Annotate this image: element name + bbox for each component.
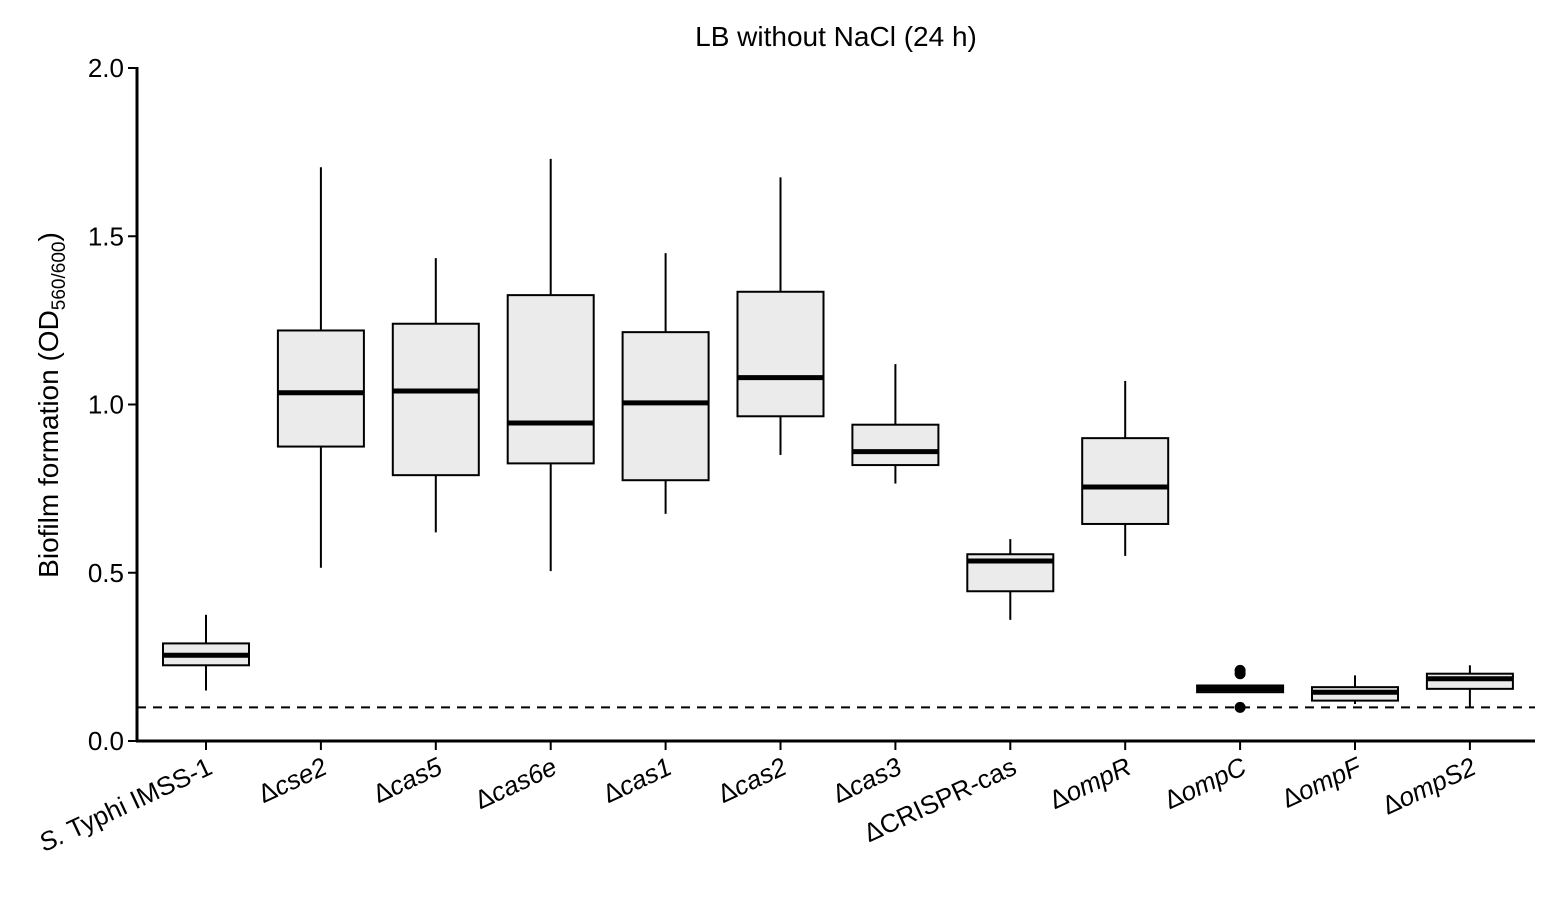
box-iqr [1425, 672, 1514, 690]
x-tick-label-suffix: Typhi IMSS-1 [56, 751, 216, 847]
x-tick-label: ΔompS2 [1377, 751, 1481, 821]
box-group [162, 614, 250, 691]
box-iqr [621, 331, 710, 482]
box-iqr [736, 290, 825, 418]
y-axis-label-main: Biofilm formation (OD [33, 310, 64, 578]
x-tick-label: Δcas1 [598, 751, 676, 809]
box-iqr [1081, 437, 1170, 525]
y-axis: 0.0 0.5 1.0 1.5 2.0 [88, 53, 139, 756]
box-group [506, 158, 595, 572]
chart-title: LB without NaCl (24 h) [695, 21, 977, 52]
box-group [1311, 675, 1399, 704]
x-axis: S. Typhi IMSS-1 Δcse2 Δcas5 Δcas6e Δcas1 Δcas… [34, 739, 1535, 858]
outlier-point [1234, 701, 1246, 713]
box-group [1081, 380, 1170, 556]
y-axis-label-subscript: 560/600 [49, 242, 70, 311]
y-tick-label: 0.5 [88, 558, 124, 588]
box-iqr [851, 423, 940, 467]
x-tick-label: Δcas6e [470, 751, 561, 815]
y-tick-label: 1.0 [88, 390, 124, 420]
box-group [966, 539, 1055, 620]
x-tick-label-name: ompC [1175, 751, 1251, 808]
x-tick-label: Δcse2 [253, 751, 332, 809]
box-iqr [276, 329, 365, 448]
x-tick-label-name: ompS2 [1393, 751, 1481, 813]
x-tick-label-name: cas3 [843, 751, 906, 802]
box-group [851, 364, 940, 484]
y-axis-label-close: ) [33, 232, 64, 241]
x-tick-label: ΔompR [1044, 751, 1135, 815]
y-tick-label: 1.5 [88, 221, 124, 251]
y-tick-label: 2.0 [88, 53, 124, 83]
x-tick-label: Δcas2 [713, 751, 792, 809]
x-tick-label-name: ompF [1293, 750, 1368, 806]
x-tick-label: ΔompC [1159, 751, 1250, 815]
box-group [276, 167, 365, 568]
x-tick-label: Δcas3 [828, 751, 907, 809]
x-tick-label-name: cas5 [384, 751, 447, 802]
x-tick-label-name: cas1 [614, 751, 676, 801]
x-tick-label-name: cas6e [486, 751, 562, 808]
box-group [1425, 665, 1514, 708]
box-group [391, 258, 480, 533]
x-tick-label: Δcas5 [368, 751, 447, 809]
box-iqr [506, 294, 595, 465]
x-tick-label-name: ompR [1060, 751, 1136, 808]
plot-area [137, 158, 1535, 713]
y-tick-label: 0.0 [88, 726, 124, 756]
box-group [1196, 664, 1285, 713]
y-axis-label: Biofilm formation (OD560/600) [33, 232, 70, 578]
x-tick-label: ΔompF [1277, 750, 1368, 814]
outlier-point [1234, 668, 1246, 680]
box-group [621, 253, 710, 514]
box-group [736, 177, 825, 455]
x-tick-label-name: cas2 [729, 751, 792, 802]
x-tick-label: S. Typhi IMSS-1 [34, 751, 217, 857]
x-tick-label-name: cse2 [269, 751, 332, 802]
box-iqr [391, 322, 480, 477]
